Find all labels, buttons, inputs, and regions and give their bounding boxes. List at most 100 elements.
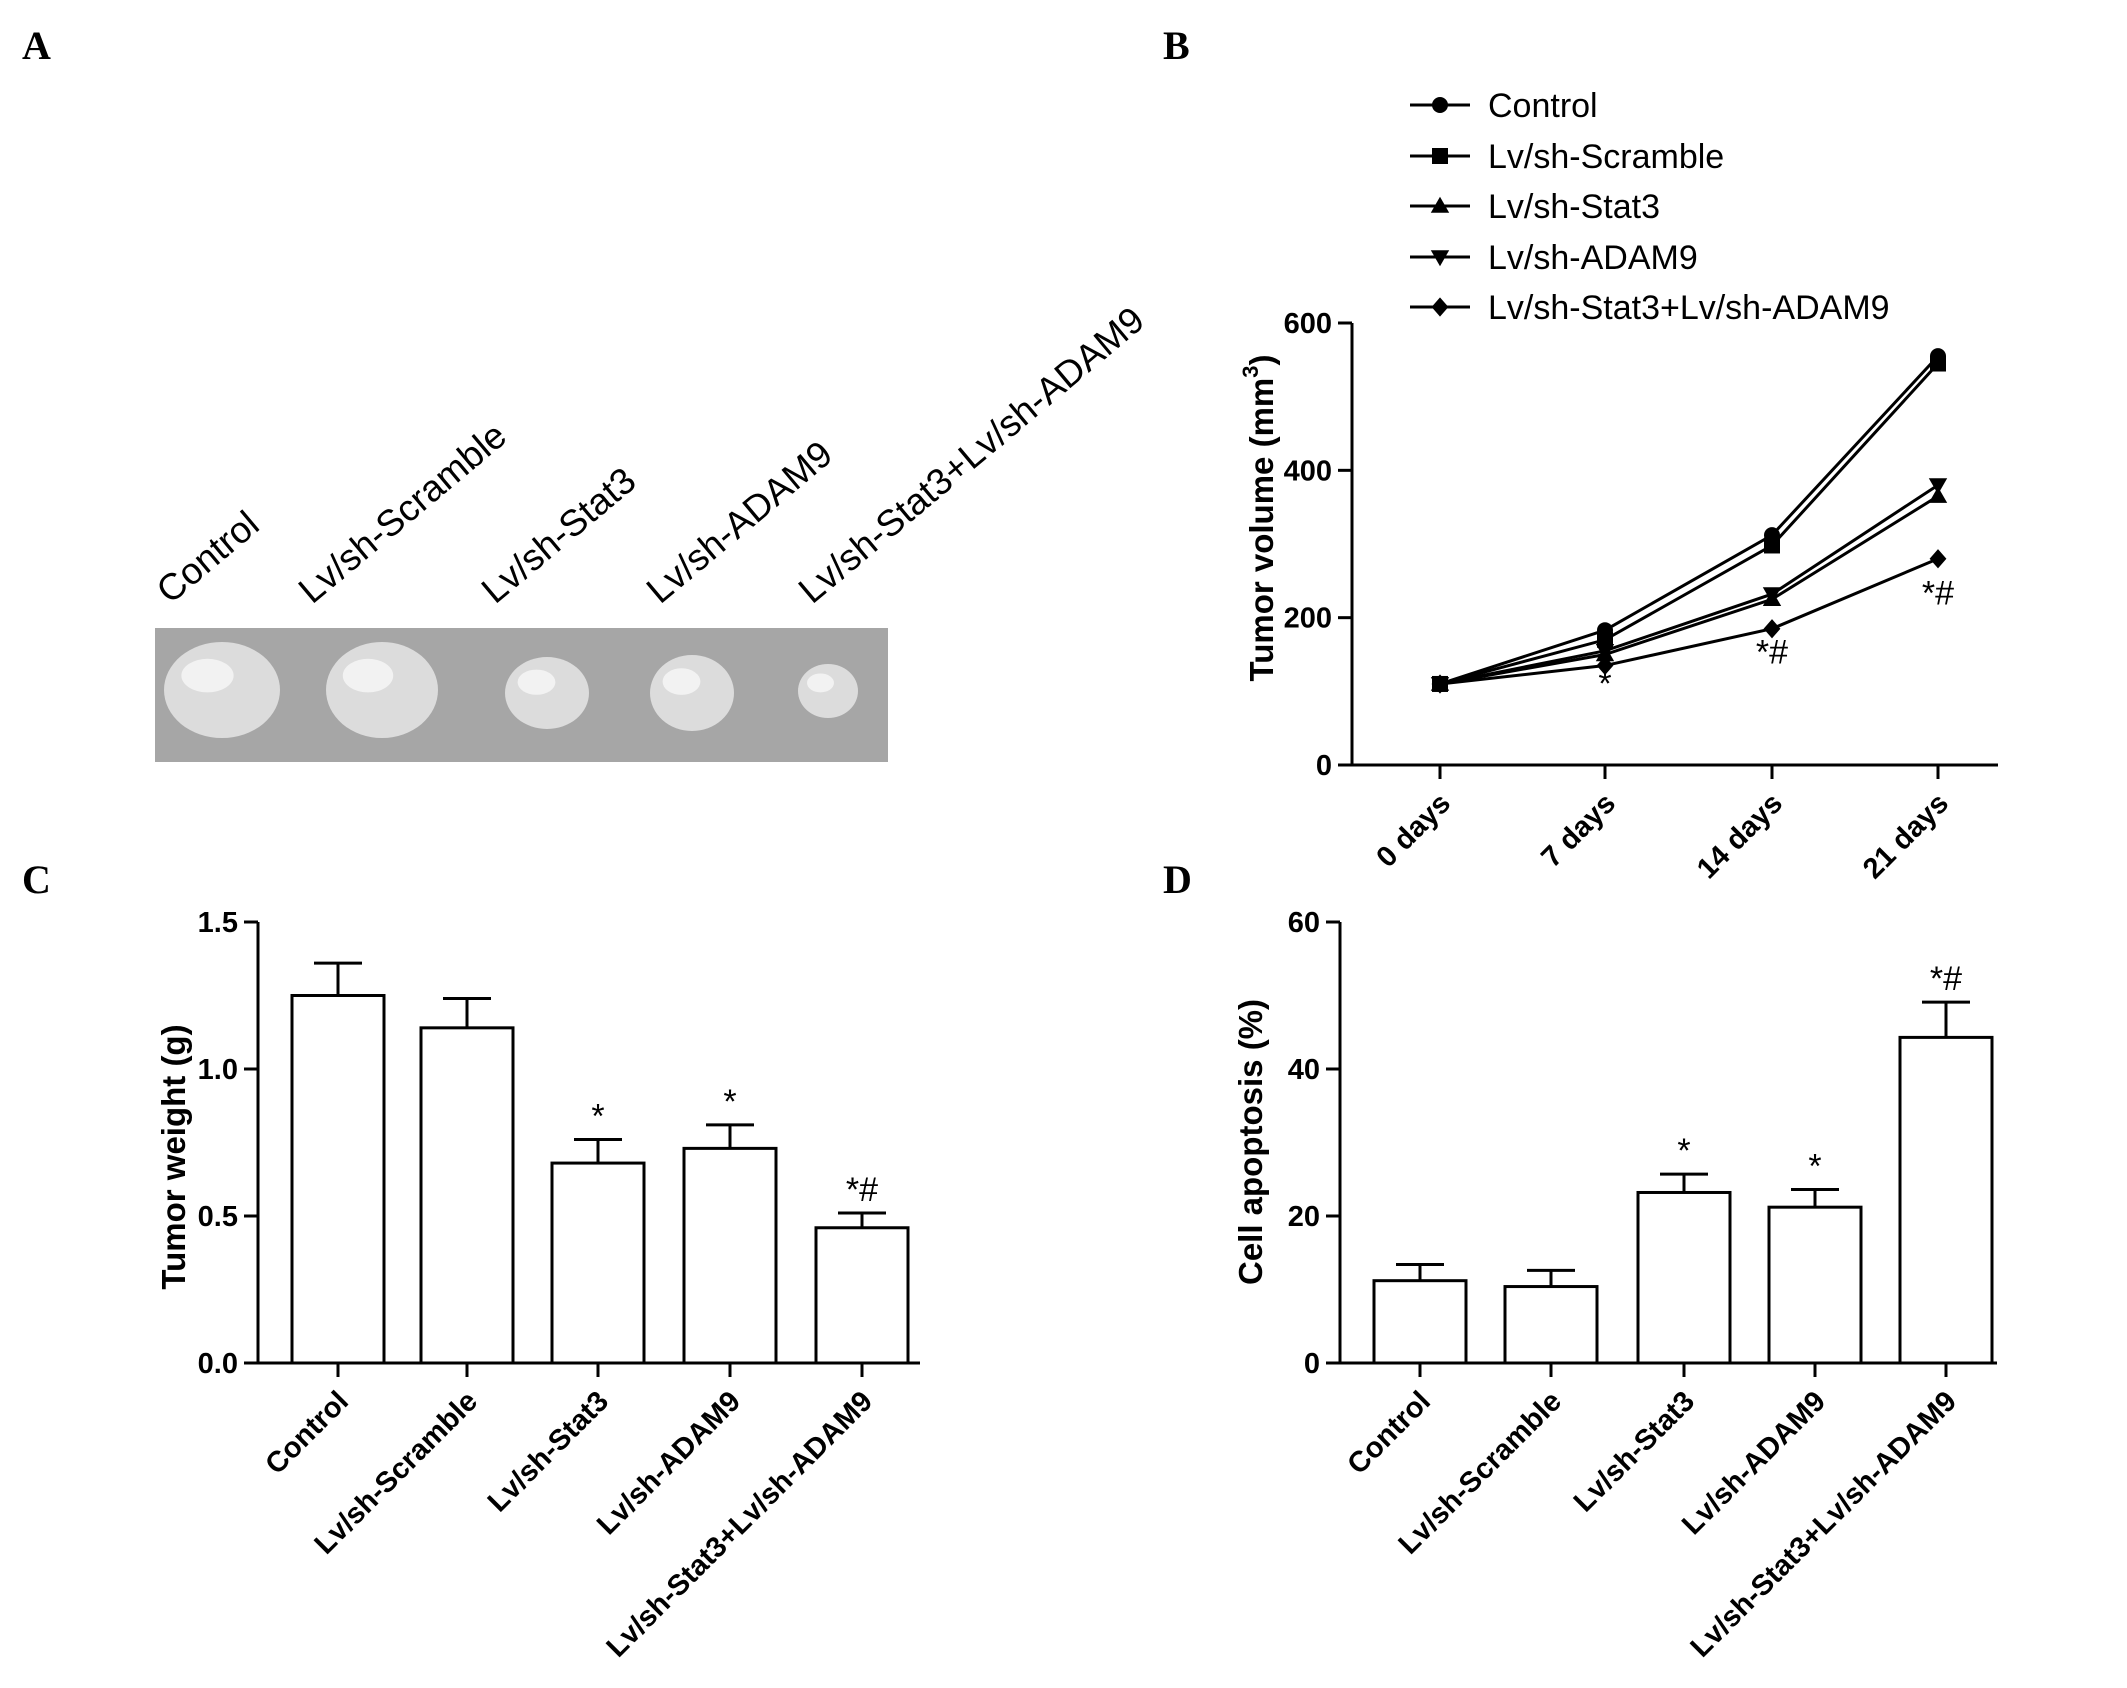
bar: [814, 1226, 910, 1365]
bar: [682, 1146, 778, 1365]
data-point: [1928, 486, 1948, 503]
y-axis-title: Cell apoptosis (%): [1232, 999, 1269, 1285]
tumor-weight-chart: 0.00.51.01.5ControlLv/sh-ScrambleLv/sh-S…: [155, 907, 920, 1664]
data-point: [1432, 97, 1448, 113]
legend-entry: Lv/sh-ADAM9: [1410, 239, 1698, 277]
x-tick-label: Lv/sh-Stat3: [1568, 1385, 1701, 1518]
y-tick-label: 1.5: [198, 907, 238, 939]
bar-group: *#: [1898, 960, 1994, 1365]
significance-marker: *: [1598, 665, 1611, 703]
y-axis-title: Tumor weight (g): [155, 1024, 192, 1289]
data-point: [1763, 619, 1781, 639]
tumor-specimen: [650, 655, 734, 731]
significance-marker: *#: [1756, 633, 1788, 671]
bar-group: *: [1636, 1132, 1732, 1365]
significance-marker: *#: [1922, 574, 1954, 612]
series-line: [1439, 355, 1940, 686]
bar: [290, 994, 386, 1365]
series-line: [1439, 494, 1939, 686]
bar-group: *: [550, 1098, 646, 1365]
y-tick-label: 600: [1284, 308, 1332, 340]
data-point: [1430, 250, 1450, 267]
bar: [1636, 1190, 1732, 1365]
tumor-volume-chart: Control Lv/sh-Scramble Lv/sh-Stat3 Lv/sh-AD…: [1238, 87, 1998, 885]
x-tick-label: Lv/sh-Stat3+Lv/sh-ADAM9: [1685, 1385, 1963, 1663]
bars: * * *#: [290, 961, 910, 1365]
series-4: [1431, 549, 1947, 694]
bar: [419, 1026, 515, 1365]
y-tick-label: 0.5: [198, 1201, 238, 1233]
x-tick-label: 7 days: [1535, 787, 1621, 873]
tumor-photo-panel: Control Lv/sh-ScrambleLv/sh-Stat3Lv/sh-AD…: [149, 299, 1152, 762]
data-point: [1597, 631, 1613, 648]
data-point: [1762, 587, 1782, 604]
significance-marker: *#: [846, 1171, 878, 1209]
x-tick-label: 0 days: [1370, 787, 1456, 873]
y-tick-label: 200: [1284, 603, 1332, 635]
legend-entry: Lv/sh-Scramble: [1410, 138, 1724, 176]
y-tick-label: 1.0: [198, 1054, 238, 1086]
data-point: [1596, 655, 1614, 676]
panel-letter-c: C: [22, 857, 51, 902]
bar: [550, 1161, 646, 1365]
photo-label: Lv/sh-Stat3: [474, 459, 644, 611]
photo-label: Control: [149, 503, 267, 611]
y-tick-label: 0: [1316, 750, 1332, 782]
y-tick-label: 60: [1288, 907, 1320, 939]
data-point: [1431, 674, 1449, 694]
y-tick-label: 0: [1304, 1348, 1320, 1380]
axes: 0 200 400 600 0 days 7 days 14 days 21 days: [1284, 308, 1998, 885]
legend-label: Lv/sh-Scramble: [1488, 138, 1724, 176]
data-point: [1430, 196, 1450, 213]
y-tick-label: 400: [1284, 455, 1332, 487]
y-tick-label: 40: [1288, 1054, 1320, 1086]
y-axis-title: Tumor volume (mm3): [1238, 354, 1280, 681]
panel-letter-a: A: [22, 23, 51, 68]
tumor-photo-specimens: [164, 642, 858, 738]
legend: Control Lv/sh-Scramble Lv/sh-Stat3 Lv/sh-AD…: [1410, 87, 1890, 327]
photo-labels: Control Lv/sh-ScrambleLv/sh-Stat3Lv/sh-AD…: [149, 299, 1152, 611]
series-line: [1439, 483, 1939, 686]
series-3: [1430, 478, 1948, 694]
series-1: [1432, 355, 1946, 692]
data-point: [1432, 148, 1448, 164]
bar-group: *#: [814, 1171, 910, 1365]
legend-entry: Control: [1410, 87, 1598, 125]
bar-group: [1503, 1268, 1599, 1365]
annotations: * *# *#: [1598, 574, 1954, 703]
bar-group: [419, 996, 515, 1365]
tumor-specimen: [798, 664, 858, 718]
bar-group: [290, 961, 386, 1365]
significance-marker: *: [1808, 1148, 1821, 1186]
tumor-specimen: [164, 642, 280, 738]
data-point: [1595, 644, 1615, 661]
significance-marker: *: [1677, 1132, 1690, 1170]
series-line: [1439, 557, 1939, 686]
legend-label: Control: [1488, 87, 1598, 125]
legend-label: Lv/sh-ADAM9: [1488, 239, 1698, 277]
photo-label: Lv/sh-Stat3+Lv/sh-ADAM9: [791, 299, 1152, 611]
bar-group: *: [1767, 1148, 1863, 1365]
data-point: [1431, 297, 1449, 317]
bar: [1898, 1035, 1994, 1365]
y-tick-label: 20: [1288, 1201, 1320, 1233]
x-tick-label: Lv/sh-Stat3+Lv/sh-ADAM9: [601, 1385, 879, 1663]
significance-marker: *#: [1930, 960, 1962, 998]
tumor-specimen: [505, 657, 589, 729]
x-tick-label: 14 days: [1691, 787, 1789, 885]
bars: * * *#: [1372, 960, 1994, 1365]
bar-group: *: [682, 1083, 778, 1365]
x-tick-label: Control: [1341, 1385, 1437, 1481]
legend-entry: Lv/sh-Stat3: [1410, 188, 1660, 226]
bar-group: [1372, 1263, 1468, 1365]
tumor-specimen: [326, 642, 438, 738]
y-tick-label: 0.0: [198, 1348, 238, 1380]
series-group: [1430, 348, 1948, 694]
data-point: [1930, 355, 1946, 372]
bar: [1372, 1279, 1468, 1365]
series-0: [1432, 348, 1946, 692]
bar: [1503, 1285, 1599, 1365]
x-tick-label: Control: [259, 1385, 355, 1481]
